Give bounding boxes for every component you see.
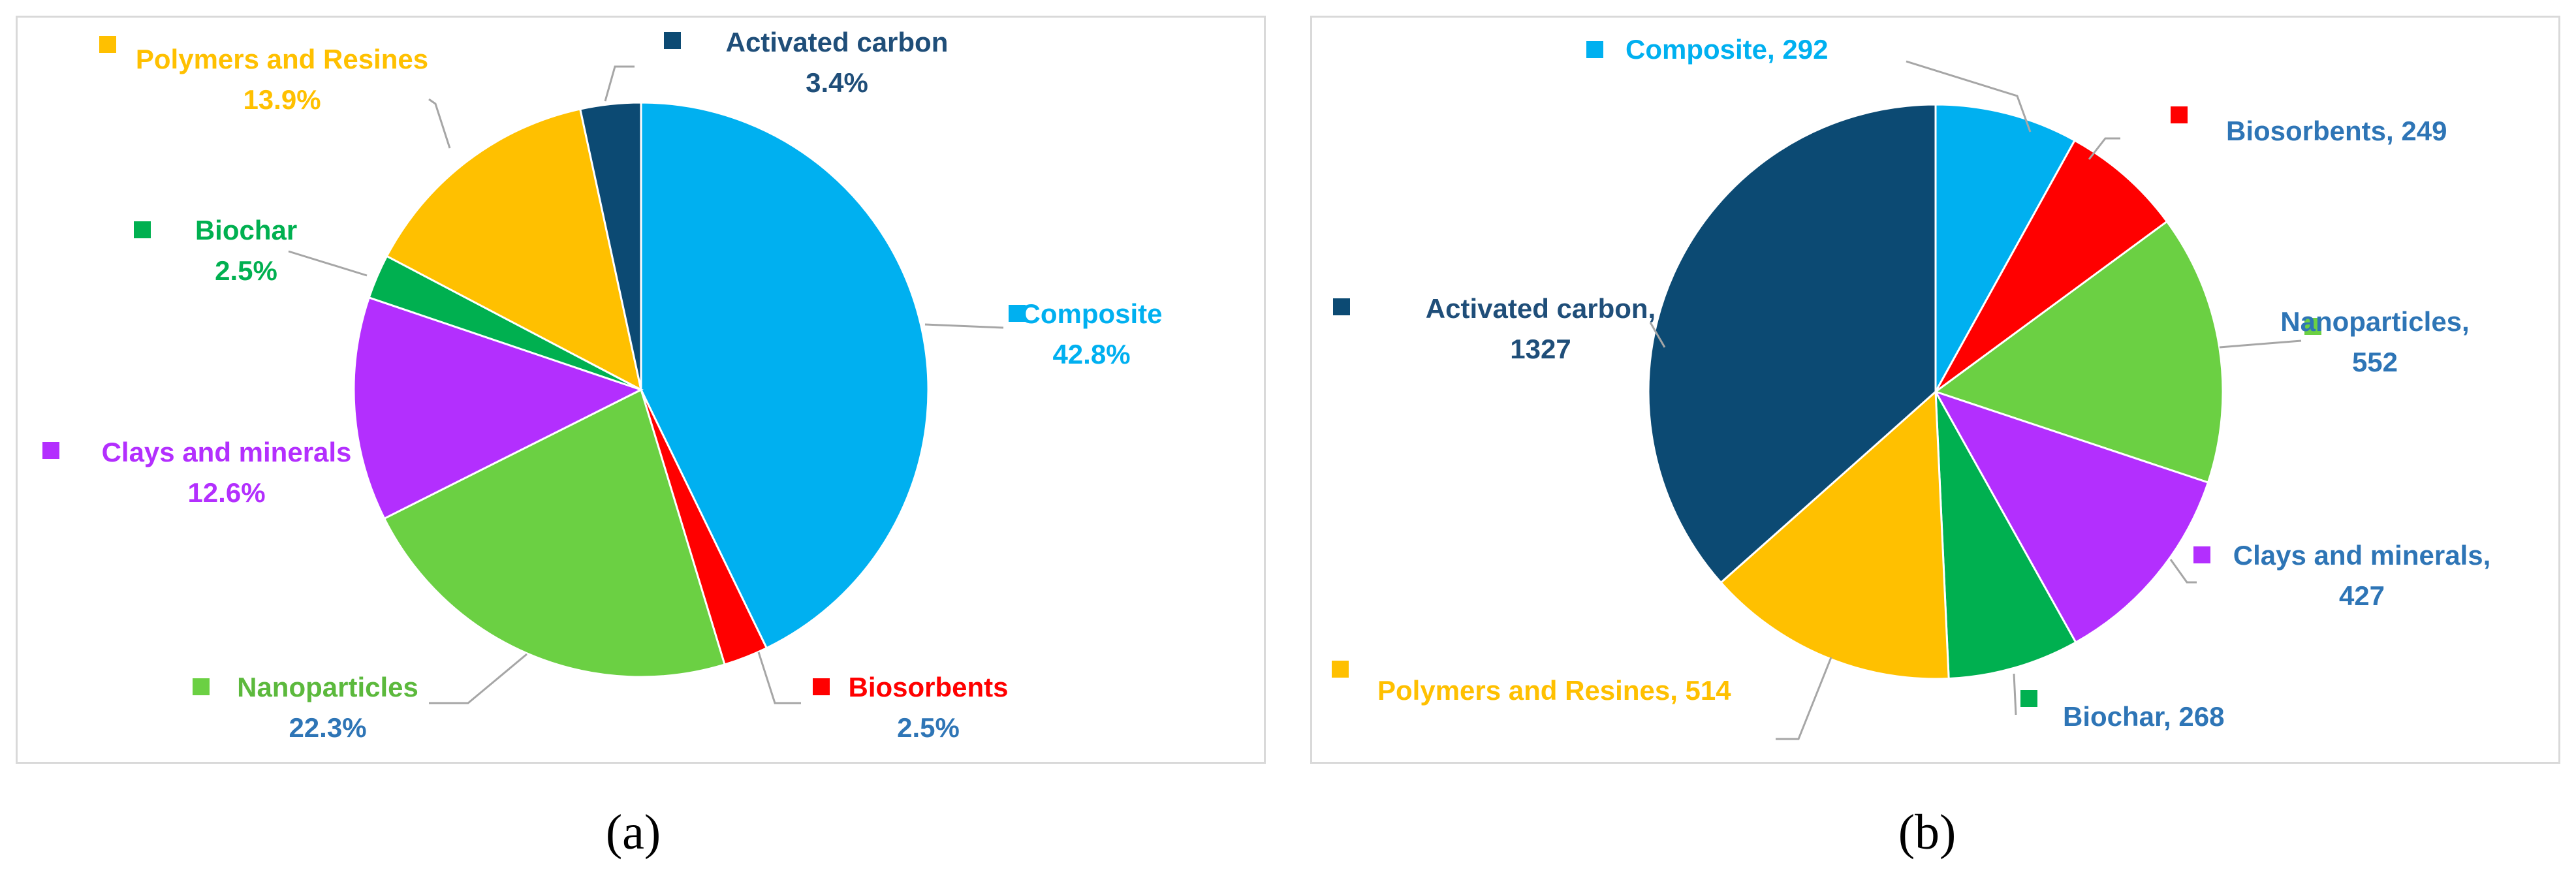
pie-chart-b: Composite, 292 Biosorbents, 249 Nanopartic…	[1332, 34, 2491, 740]
leader-line-composite	[1906, 60, 2032, 133]
pie-slice-composite	[1934, 103, 2077, 396]
pie-slice-activated-carbon	[578, 101, 642, 390]
panel-a-chart: Composite 42.8% Biosorbents 2.5% Nanoparticl…	[16, 16, 1266, 764]
pie-slice-nanoparticles	[1933, 220, 2224, 484]
data-value-polymers-and-resines: 13.9%	[243, 84, 321, 115]
data-label-activated-carbon: Activated carbon,	[1426, 293, 1656, 324]
leader-line-biosorbents	[2088, 137, 2120, 160]
data-label-clays-and-minerals: Clays and minerals,	[2233, 540, 2491, 571]
pie-slice-polymers-and-resines	[385, 108, 643, 392]
data-label-biochar: Biochar, 268	[2063, 701, 2224, 732]
data-value-nanoparticles: 552	[2352, 347, 2398, 377]
pie-slice-clays-and-minerals	[353, 296, 644, 520]
legend-marker-polymers-and-resines	[1332, 661, 1349, 678]
data-value-biosorbents: 2.5%	[897, 712, 960, 743]
legend-marker-biosorbents	[813, 678, 830, 695]
legend-marker-clays-and-minerals	[2193, 546, 2210, 563]
data-value-biochar: 2.5%	[215, 255, 277, 286]
data-label-biosorbents: Biosorbents, 249	[2226, 116, 2447, 146]
data-value-clays-and-minerals: 12.6%	[187, 477, 265, 508]
legend-marker-composite	[1586, 41, 1603, 58]
data-label-activated-carbon: Activated carbon	[726, 27, 949, 57]
pie-slice-clays-and-minerals	[1933, 390, 2210, 644]
pie-slice-biosorbents	[1934, 139, 2169, 393]
legend-marker-biochar	[134, 221, 151, 238]
panel-b-chart: Composite, 292 Biosorbents, 249 Nanopartic…	[1310, 16, 2560, 764]
data-label-nanoparticles: Nanoparticles,	[2280, 306, 2469, 337]
leader-line-biochar	[2013, 673, 2017, 715]
pie-slice-polymers-and-resines	[1720, 389, 1950, 680]
legend-marker-nanoparticles	[193, 678, 210, 695]
leader-line-activated-carbon	[604, 65, 635, 102]
pie-slice-composite	[640, 101, 930, 650]
data-label-nanoparticles: Nanoparticles	[237, 672, 418, 702]
pie-chart-a: Composite 42.8% Biosorbents 2.5% Nanoparticl…	[42, 27, 1163, 743]
legend-marker-clays-and-minerals	[42, 442, 59, 459]
leader-line-biochar	[288, 250, 368, 277]
pie-slice-nanoparticles	[383, 388, 726, 678]
data-value-activated-carbon: 3.4%	[806, 67, 868, 98]
data-label-biochar: Biochar	[195, 215, 297, 245]
caption-b: (b)	[1898, 805, 1956, 860]
data-label-polymers-and-resines: Polymers and Resines	[136, 44, 428, 74]
leader-line-polymers-and-resines	[1776, 657, 1832, 740]
leader-line-activated-carbon	[1649, 322, 1666, 348]
data-label-polymers-and-resines: Polymers and Resines, 514	[1377, 675, 1731, 706]
data-label-clays-and-minerals: Clays and minerals	[102, 437, 352, 467]
caption-a: (a)	[605, 805, 661, 860]
leader-line-nanoparticles	[429, 653, 527, 704]
data-value-composite: 42.8%	[1052, 339, 1130, 369]
legend-marker-activated-carbon	[1333, 298, 1350, 315]
data-label-biosorbents: Biosorbents	[848, 672, 1008, 702]
legend-marker-polymers-and-resines	[99, 36, 116, 53]
leader-line-composite	[924, 323, 1004, 329]
data-value-activated-carbon: 1327	[1510, 334, 1571, 364]
leader-line-polymers-and-resines	[428, 98, 451, 149]
data-label-composite: Composite, 292	[1626, 34, 1828, 65]
pie-slice-biochar	[1934, 391, 2077, 680]
legend-marker-nanoparticles	[2304, 318, 2321, 335]
data-value-nanoparticles: 22.3%	[289, 712, 366, 743]
pie-slice-activated-carbon	[1647, 103, 1937, 584]
data-value-clays-and-minerals: 427	[2339, 580, 2385, 611]
legend-marker-composite	[1009, 305, 1026, 322]
legend-marker-activated-carbon	[664, 32, 681, 49]
data-label-composite: Composite	[1020, 298, 1162, 329]
legend-marker-biochar	[2020, 690, 2037, 707]
leader-line-nanoparticles	[2219, 339, 2302, 349]
legend-marker-biosorbents	[2171, 106, 2188, 123]
leader-line-biosorbents	[757, 652, 801, 704]
leader-line-clays-and-minerals	[2169, 559, 2197, 584]
